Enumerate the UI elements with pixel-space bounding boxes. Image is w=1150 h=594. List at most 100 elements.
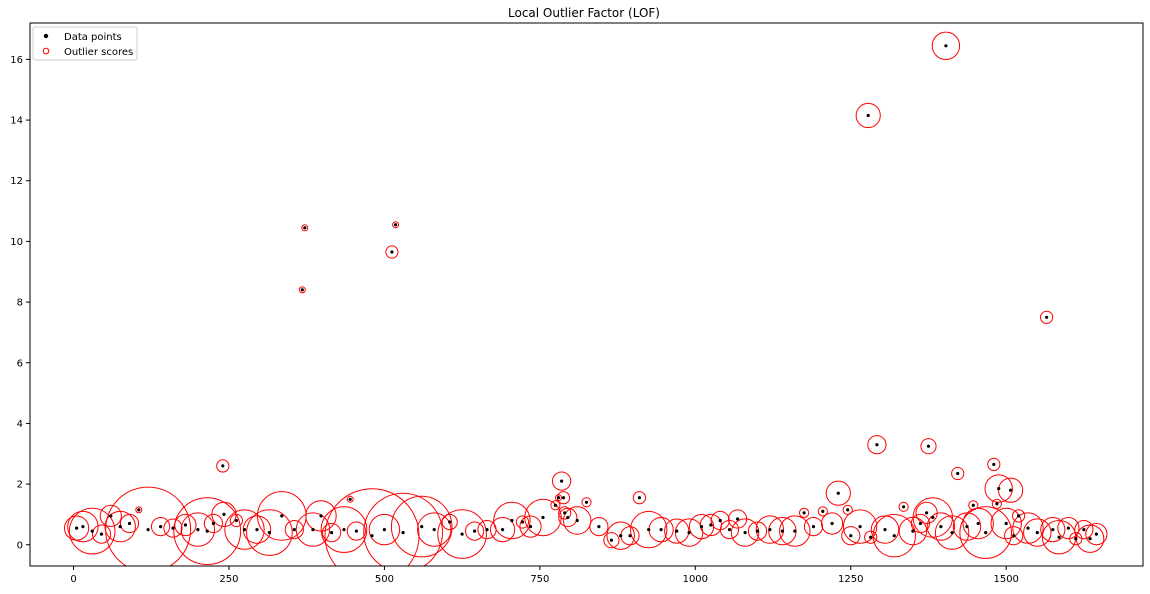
data-point — [931, 515, 935, 520]
outlier-score-circle — [284, 520, 304, 540]
outlier-score-circle — [441, 513, 458, 531]
data-point — [420, 525, 424, 529]
outlier-score-circle — [799, 507, 810, 519]
outlier-score-circle — [959, 506, 1013, 559]
y-tick-label: 6 — [17, 358, 23, 369]
data-point — [99, 532, 104, 536]
outlier-score-circle — [368, 513, 401, 546]
data-point — [976, 521, 980, 526]
legend-label-outlier-scores: Outlier scores — [64, 47, 133, 58]
outlier-score-circle — [216, 459, 230, 473]
data-point — [196, 528, 200, 532]
outlier-score-circle — [855, 102, 881, 129]
outlier-score-circle — [151, 517, 171, 537]
data-point — [727, 528, 732, 532]
data-point — [1045, 315, 1049, 319]
data-point — [802, 511, 806, 515]
outlier-score-circle — [105, 486, 192, 566]
outlier-score-circle — [346, 495, 354, 503]
data-point — [755, 529, 760, 533]
data-point — [647, 528, 651, 532]
data-point — [830, 521, 834, 526]
outlier-score-circle — [864, 530, 878, 544]
data-point — [90, 529, 94, 533]
outlier-score-circle — [841, 526, 861, 546]
data-point — [619, 534, 623, 538]
outlier-score-circle — [842, 504, 853, 515]
outlier-score-circle — [224, 509, 265, 550]
data-point — [1057, 535, 1061, 539]
y-tick-label: 14 — [10, 116, 23, 127]
data-point — [709, 523, 713, 527]
outlier-score-circle — [998, 477, 1024, 503]
data-point — [793, 529, 797, 533]
data-point — [926, 444, 931, 448]
outlier-score-circle — [747, 521, 768, 541]
data-point — [780, 529, 785, 533]
data-point — [560, 479, 564, 483]
outlier-score-circle — [163, 518, 183, 538]
data-point — [659, 528, 663, 532]
outlier-score-circle — [67, 510, 99, 543]
data-point — [473, 529, 477, 533]
outlier-score-circle — [898, 501, 909, 512]
data-point — [556, 496, 561, 500]
data-point — [401, 531, 405, 535]
legend: Data points Outlier scores — [32, 26, 138, 61]
data-point — [992, 462, 996, 466]
outlier-score-circle — [632, 491, 647, 505]
outlier-score-circle — [558, 507, 578, 528]
outlier-score-circle — [990, 507, 1022, 540]
x-axis: 0 250 500 750 1000 1250 1500 — [70, 566, 1019, 585]
outlier-score-circle — [515, 515, 530, 529]
y-tick-label: 16 — [10, 55, 23, 66]
data-point — [1012, 534, 1016, 538]
outlier-score-circle — [135, 506, 143, 514]
data-point — [510, 518, 514, 523]
outlier-score-circle — [1040, 310, 1054, 324]
outlier-score-circle — [821, 512, 844, 535]
outlier-score-circle — [119, 513, 140, 534]
outlier-score-circle — [872, 514, 916, 558]
outlier-score-circle — [301, 224, 309, 232]
data-point — [821, 509, 825, 513]
data-point — [1009, 488, 1013, 492]
outlier-score-circle — [390, 495, 453, 558]
outlier-score-circle — [1023, 518, 1052, 547]
data-point — [944, 44, 948, 48]
data-point — [448, 520, 452, 524]
outlier-score-circle — [180, 512, 216, 547]
data-point — [460, 532, 464, 536]
outlier-score-circle — [589, 517, 609, 537]
data-point — [939, 525, 943, 529]
data-point — [292, 528, 296, 532]
x-tick-label: 0 — [70, 574, 76, 585]
data-point — [382, 528, 386, 532]
data-point — [342, 528, 346, 532]
legend-label-data-points: Data points — [64, 32, 122, 43]
outlier-score-circle — [926, 512, 956, 541]
outlier-score-circle — [246, 509, 293, 556]
data-point — [390, 250, 394, 254]
data-point — [485, 528, 489, 532]
data-point — [743, 531, 747, 535]
outlier-score-circle — [298, 286, 306, 294]
data-point — [637, 496, 642, 500]
data-point — [211, 521, 215, 526]
data-point — [1017, 514, 1021, 518]
data-point — [836, 491, 840, 495]
y-tick-label: 4 — [17, 419, 23, 430]
outlier-score-circle — [803, 517, 824, 537]
data-point — [566, 515, 570, 520]
data-point — [300, 288, 304, 292]
data-point — [1004, 521, 1008, 526]
data-point — [1088, 537, 1092, 541]
x-tick-label: 500 — [375, 574, 394, 585]
outlier-score-circle — [346, 521, 366, 541]
outlier-score-circle — [229, 513, 243, 528]
data-point — [553, 503, 558, 507]
data-point — [984, 531, 988, 535]
